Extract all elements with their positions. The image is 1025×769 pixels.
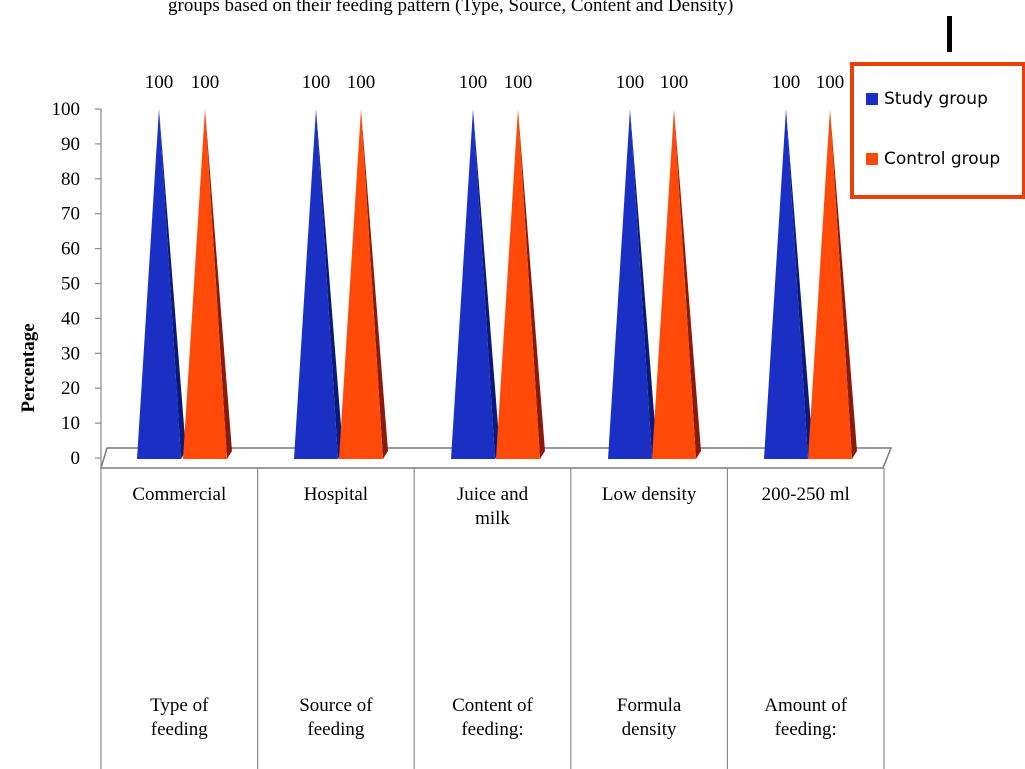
bar-side <box>473 109 500 459</box>
group-label: feeding: <box>461 719 523 740</box>
group-label: density <box>622 719 677 740</box>
data-label: 100 <box>616 72 645 93</box>
legend-swatch <box>866 153 878 165</box>
category-label: Hospital <box>304 484 368 505</box>
data-label: 100 <box>191 72 220 93</box>
group-label: Type of <box>150 695 209 716</box>
category-table: Commercial Type of feeding Hospital Source o… <box>100 468 885 769</box>
y-tick-label: 90 <box>61 134 80 155</box>
y-tick-label: 70 <box>61 204 80 225</box>
bar-control <box>496 109 540 459</box>
group-label: feeding: <box>775 719 837 740</box>
bar-study <box>294 109 338 459</box>
bar-side <box>159 109 186 459</box>
data-label: 100 <box>302 72 331 93</box>
bar-study <box>608 109 652 459</box>
category-label: Commercial <box>132 484 226 505</box>
category-label: 200-250 ml <box>762 484 850 505</box>
bar-side <box>361 109 388 459</box>
group-label: Source of <box>299 695 373 716</box>
data-label: 100 <box>145 72 174 93</box>
bar-side <box>786 109 813 459</box>
y-axis: 0 10 20 30 40 50 60 70 80 90 100 <box>52 99 102 469</box>
bar-side <box>630 109 657 459</box>
group-label: Amount of <box>764 695 848 716</box>
group-label: feeding <box>307 719 364 740</box>
bar-control <box>652 109 696 459</box>
bar-side <box>316 109 343 459</box>
y-tick-label: 40 <box>61 308 80 329</box>
bar-study <box>451 109 495 459</box>
y-tick-label: 50 <box>61 274 80 295</box>
category-label: Juice and <box>457 484 529 505</box>
data-label: 100 <box>459 72 488 93</box>
y-tick-label: 60 <box>61 239 80 260</box>
bar-study <box>137 109 181 459</box>
legend-label: Control group <box>884 149 1000 169</box>
page-heading: groups based on their feeding pattern (T… <box>168 0 733 16</box>
bar-study <box>764 109 808 459</box>
bars-layer <box>137 109 857 459</box>
bar-side <box>205 109 232 459</box>
y-axis-title: Percentage <box>18 323 39 412</box>
data-label: 100 <box>660 72 689 93</box>
divider-mark <box>947 16 952 52</box>
legend-label: Study group <box>884 89 988 109</box>
category-label: Low density <box>602 484 697 505</box>
bar-control <box>808 109 852 459</box>
y-tick-label: 10 <box>61 413 80 434</box>
group-label: Formula <box>617 695 682 716</box>
bar-control <box>183 109 227 459</box>
bar-side <box>518 109 545 459</box>
group-label: Content of <box>452 695 533 716</box>
y-tick-label: 30 <box>61 343 80 364</box>
y-tick-label: 80 <box>61 169 80 190</box>
data-label: 100 <box>504 72 533 93</box>
bar-side <box>674 109 701 459</box>
y-tick-label: 20 <box>61 378 80 399</box>
y-tick-label: 0 <box>71 448 81 469</box>
y-tick-label: 100 <box>52 99 81 120</box>
category-label: milk <box>475 508 510 529</box>
legend-swatch <box>866 93 878 105</box>
data-label: 100 <box>347 72 376 93</box>
data-label: 100 <box>772 72 801 93</box>
bar-control <box>339 109 383 459</box>
group-label: feeding <box>151 719 208 740</box>
legend-frame <box>850 62 1025 199</box>
data-label: 100 <box>816 72 845 93</box>
data-labels: 100 100 100 100 100 100 100 100 100 100 <box>145 72 845 93</box>
legend: Study group Control group <box>850 62 1025 199</box>
bar-side <box>830 109 857 459</box>
